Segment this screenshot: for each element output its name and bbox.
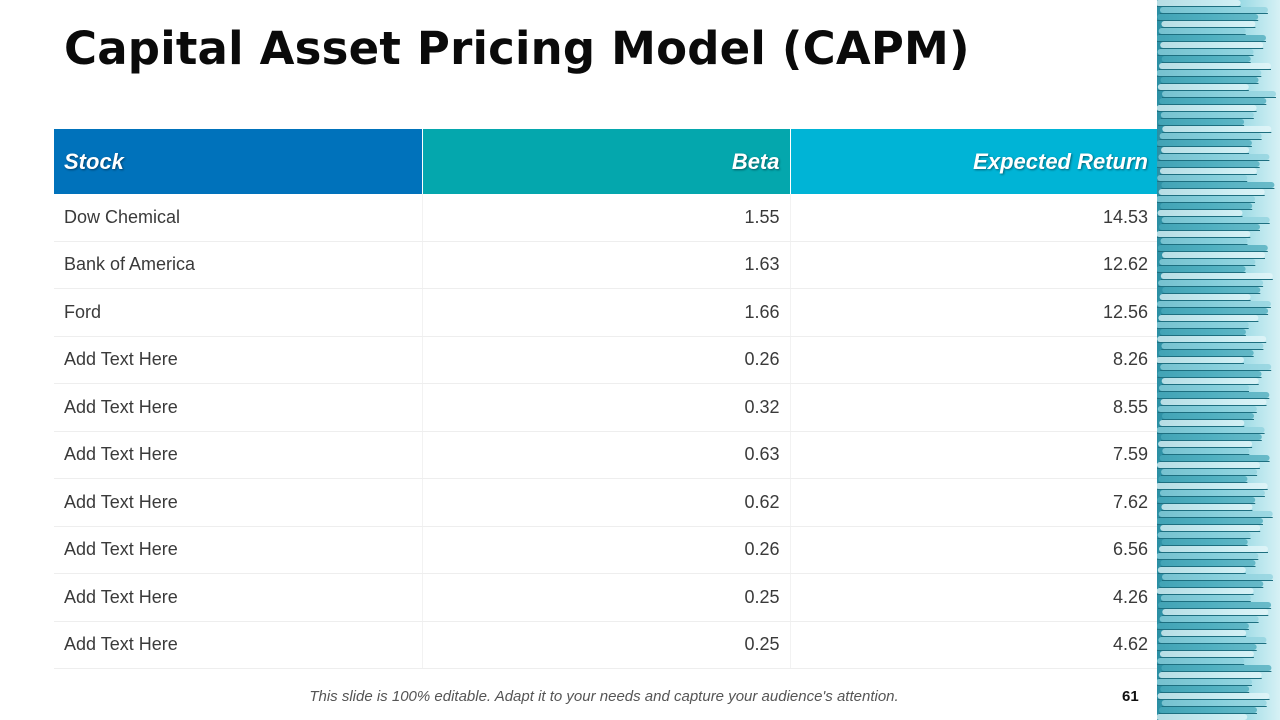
cell-stock: Add Text Here: [54, 478, 423, 527]
table-row: Add Text Here 0.62 7.62: [54, 478, 1158, 527]
cell-stock: Add Text Here: [54, 431, 423, 479]
header-beta: Beta: [422, 129, 791, 194]
cell-stock: Bank of America: [54, 241, 423, 289]
cell-expected-return: 7.62: [790, 478, 1158, 527]
cell-expected-return: 14.53: [790, 194, 1158, 242]
cell-beta: 1.63: [422, 241, 791, 289]
cell-beta: 1.66: [422, 288, 791, 337]
cell-stock: Add Text Here: [54, 383, 423, 432]
table-header-row: Stock Beta Expected Return: [54, 129, 1158, 194]
cell-beta: 0.63: [422, 431, 791, 479]
table-row: Add Text Here 0.32 8.55: [54, 383, 1158, 432]
table-row: Ford 1.66 12.56: [54, 288, 1158, 337]
cell-beta: 1.55: [422, 194, 791, 242]
table-row: Add Text Here 0.25 4.26: [54, 573, 1158, 622]
cell-beta: 0.32: [422, 383, 791, 432]
table-row: Add Text Here 0.25 4.62: [54, 621, 1158, 669]
footer-note: This slide is 100% editable. Adapt it to…: [309, 688, 899, 705]
table-row: Add Text Here 0.26 8.26: [54, 336, 1158, 384]
header-expected-return: Expected Return: [790, 129, 1158, 194]
cell-expected-return: 6.56: [790, 526, 1158, 574]
cell-expected-return: 4.62: [790, 621, 1158, 669]
table-row: Add Text Here 0.26 6.56: [54, 526, 1158, 574]
cell-stock: Add Text Here: [54, 526, 423, 574]
capm-table: Stock Beta Expected Return Dow Chemical 1…: [54, 129, 1158, 669]
cell-expected-return: 8.55: [790, 383, 1158, 432]
cell-beta: 0.25: [422, 573, 791, 622]
cell-stock: Add Text Here: [54, 336, 423, 384]
cell-expected-return: 4.26: [790, 573, 1158, 622]
cell-stock: Dow Chemical: [54, 194, 423, 242]
table-row: Bank of America 1.63 12.62: [54, 241, 1158, 289]
cell-beta: 0.62: [422, 478, 791, 527]
cell-expected-return: 12.56: [790, 288, 1158, 337]
coin-stack-photo: [1157, 0, 1280, 720]
table-row: Dow Chemical 1.55 14.53: [54, 194, 1158, 242]
cell-expected-return: 12.62: [790, 241, 1158, 289]
cell-beta: 0.26: [422, 336, 791, 384]
table-row: Add Text Here 0.63 7.59: [54, 431, 1158, 479]
cell-stock: Add Text Here: [54, 573, 423, 622]
cell-expected-return: 8.26: [790, 336, 1158, 384]
header-stock: Stock: [54, 129, 423, 194]
slide-title: Capital Asset Pricing Model (CAPM): [64, 22, 970, 75]
cell-stock: Ford: [54, 288, 423, 337]
cell-beta: 0.26: [422, 526, 791, 574]
coin-stack-icon: [1157, 0, 1276, 720]
cell-beta: 0.25: [422, 621, 791, 669]
cell-stock: Add Text Here: [54, 621, 423, 669]
cell-expected-return: 7.59: [790, 431, 1158, 479]
page-number: 61: [1122, 688, 1139, 705]
